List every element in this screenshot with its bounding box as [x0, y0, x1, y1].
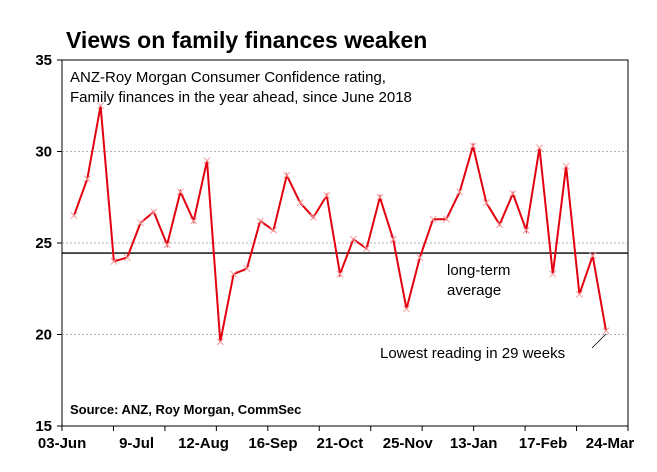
y-axis: 15 20 25 30 35: [35, 52, 62, 435]
data-point: [549, 270, 557, 278]
x-tick-label: 24-Mar: [586, 435, 635, 452]
data-point: [535, 144, 544, 152]
y-tick-label: 30: [35, 144, 52, 161]
data-point: [203, 157, 211, 165]
data-point: [522, 226, 530, 234]
data-point: [190, 217, 198, 225]
average-label-line-2: average: [447, 282, 501, 299]
data-point: [163, 241, 171, 249]
data-point: [416, 254, 424, 262]
data-point: [509, 190, 517, 198]
data-point: [323, 191, 331, 199]
data-point: [349, 235, 357, 243]
annotation-leader-line: [591, 333, 607, 349]
data-point: [376, 193, 384, 201]
x-tick-label: 16-Sep: [248, 435, 297, 452]
data-point: [442, 215, 450, 223]
data-point: [336, 270, 344, 278]
data-point-markers: [70, 102, 610, 346]
data-point: [243, 265, 251, 273]
data-point: [97, 102, 105, 110]
average-label-line-1: long-term: [447, 262, 510, 279]
y-tick-label: 25: [35, 235, 52, 252]
data-point: [70, 211, 78, 220]
data-point: [283, 171, 291, 179]
data-point: [123, 254, 131, 262]
x-axis: 03-Jun 9-Jul 12-Aug 16-Sep 21-Oct 25-Nov 13-Ja…: [38, 426, 634, 452]
x-tick-label: 21-Oct: [317, 435, 364, 452]
data-point: [482, 199, 490, 207]
data-point: [256, 217, 264, 225]
data-point: [269, 226, 278, 234]
data-point: [589, 252, 597, 260]
data-point: [496, 221, 504, 229]
data-point: [575, 290, 583, 298]
chart-title: Views on family finances weaken: [66, 27, 427, 53]
data-point: [176, 188, 184, 196]
y-tick-label: 15: [35, 418, 52, 435]
series-line: [73, 105, 607, 342]
data-point: [562, 162, 570, 170]
x-tick-label: 12-Aug: [178, 435, 229, 452]
data-point: [83, 175, 91, 183]
x-tick-label: 9-Jul: [119, 435, 154, 452]
data-point: [602, 327, 610, 335]
x-tick-label: 25-Nov: [383, 435, 434, 452]
data-point: [216, 338, 224, 346]
data-point: [429, 215, 437, 223]
data-point: [469, 142, 477, 150]
x-tick-label: 03-Jun: [38, 435, 86, 452]
subtitle-line-2: Family finances in the year ahead, since…: [70, 89, 412, 106]
data-point: [363, 244, 371, 253]
data-point: [136, 219, 145, 227]
data-point: [296, 199, 304, 207]
x-tick-label: 13-Jan: [450, 435, 498, 452]
y-tick-label: 35: [35, 52, 52, 69]
data-point: [110, 257, 118, 265]
data-point: [402, 305, 411, 313]
data-point: [309, 213, 317, 221]
y-tick-label: 20: [35, 327, 52, 344]
x-tick-label: 17-Feb: [519, 435, 567, 452]
source-note: Source: ANZ, Roy Morgan, CommSec: [70, 402, 301, 417]
data-point: [230, 270, 238, 278]
data-point: [456, 188, 464, 196]
lowest-reading-annotation: Lowest reading in 29 weeks: [380, 345, 565, 362]
subtitle-line-1: ANZ-Roy Morgan Consumer Confidence ratin…: [70, 69, 386, 86]
data-point: [150, 208, 158, 216]
data-point: [389, 235, 397, 243]
